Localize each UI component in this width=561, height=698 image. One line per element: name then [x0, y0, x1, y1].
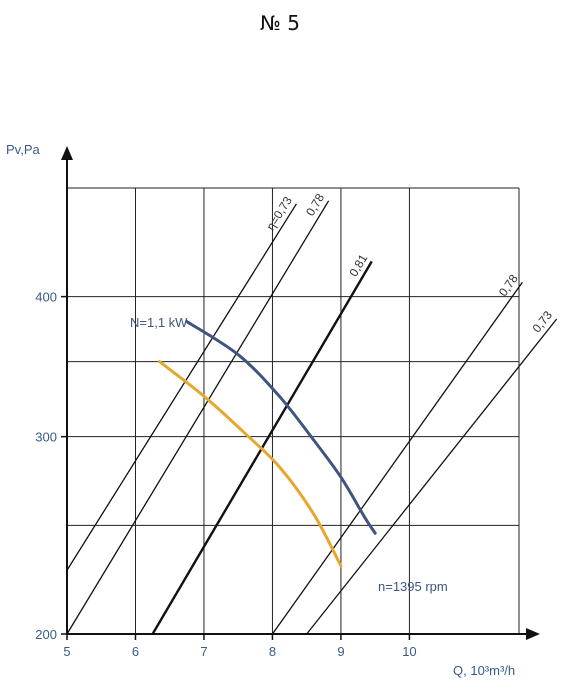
efficiency-line [306, 318, 558, 635]
grid [67, 187, 520, 634]
series-label-power: N=1,1 kW [130, 315, 188, 330]
efficiency-label: 0,73 [530, 308, 556, 335]
curves [157, 320, 377, 568]
efficiency-line [271, 281, 523, 635]
y-tick-label: 400 [35, 290, 57, 305]
chart-title: № 5 [260, 11, 300, 35]
y-tick-label: 300 [35, 430, 57, 445]
efficiency-line [66, 203, 297, 571]
x-tick-label: 7 [200, 644, 207, 659]
series-label-speed: n=1395 rpm [378, 579, 448, 594]
power-curve [185, 320, 377, 535]
x-axis-arrow [526, 628, 540, 640]
y-axis-label: Pv,Pa [6, 142, 40, 157]
efficiency-line [66, 200, 330, 635]
efficiency-label: 0,78 [303, 191, 327, 219]
x-tick-label: 8 [269, 644, 276, 659]
speed-curve [157, 360, 343, 568]
x-tick-label: 6 [132, 644, 139, 659]
axes [61, 146, 540, 640]
efficiency-label: 0,78 [496, 272, 521, 299]
tick-labels: 5 6 7 8 9 10 200 300 400 [35, 290, 416, 659]
y-axis-arrow [61, 146, 73, 160]
x-axis-label: Q, 10³m³/h [453, 663, 515, 678]
x-tick-label: 9 [337, 644, 344, 659]
x-tick-label: 5 [63, 644, 70, 659]
y-tick-label: 200 [35, 627, 57, 642]
x-tick-label: 10 [402, 644, 416, 659]
efficiency-label: 0,81 [346, 252, 370, 280]
efficiency-lines: η=0,73 0,780,810,780,73 [66, 191, 558, 635]
